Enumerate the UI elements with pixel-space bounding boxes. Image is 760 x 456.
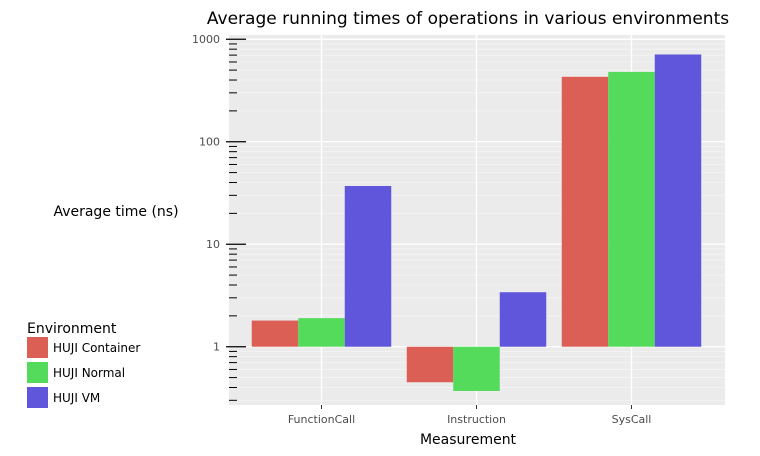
bars — [251, 54, 702, 391]
y-tick-label: 100 — [199, 136, 220, 149]
bar-instruction-huji-vm — [499, 292, 547, 347]
y-tick-label: 1000 — [192, 33, 220, 46]
bar-instruction-huji-container — [406, 346, 454, 383]
legend-title: Environment — [27, 321, 117, 337]
x-axis: FunctionCall Instruction SysCall — [288, 405, 652, 426]
x-tick-label: FunctionCall — [288, 413, 355, 426]
legend-label: HUJI Normal — [53, 366, 125, 380]
y-tick-label: 10 — [206, 238, 220, 251]
y-tick-label: 1 — [213, 341, 220, 354]
y-axis-title: Average time (ns) — [53, 204, 178, 220]
legend-swatch — [27, 387, 48, 408]
bar-functioncall-huji-container — [251, 320, 299, 347]
legend-label: HUJI Container — [53, 341, 140, 355]
x-tick-label: Instruction — [447, 413, 506, 426]
legend-swatch — [27, 337, 48, 358]
x-axis-title: Measurement — [420, 432, 517, 448]
chart-title: Average running times of operations in v… — [207, 9, 729, 29]
bar-instruction-huji-normal — [453, 346, 500, 391]
bar-syscall-huji-normal — [608, 71, 655, 347]
legend-label: HUJI VM — [53, 391, 100, 405]
y-axis: 1 10 100 1000 — [192, 33, 246, 401]
bar-functioncall-huji-normal — [298, 318, 345, 347]
bar-functioncall-huji-vm — [344, 185, 392, 347]
legend: Environment HUJI Container HUJI Normal HUJ… — [27, 321, 140, 408]
legend-swatch — [27, 362, 48, 383]
bar-syscall-huji-vm — [654, 54, 702, 347]
x-tick-label: SysCall — [612, 413, 652, 426]
bar-syscall-huji-container — [561, 76, 609, 347]
